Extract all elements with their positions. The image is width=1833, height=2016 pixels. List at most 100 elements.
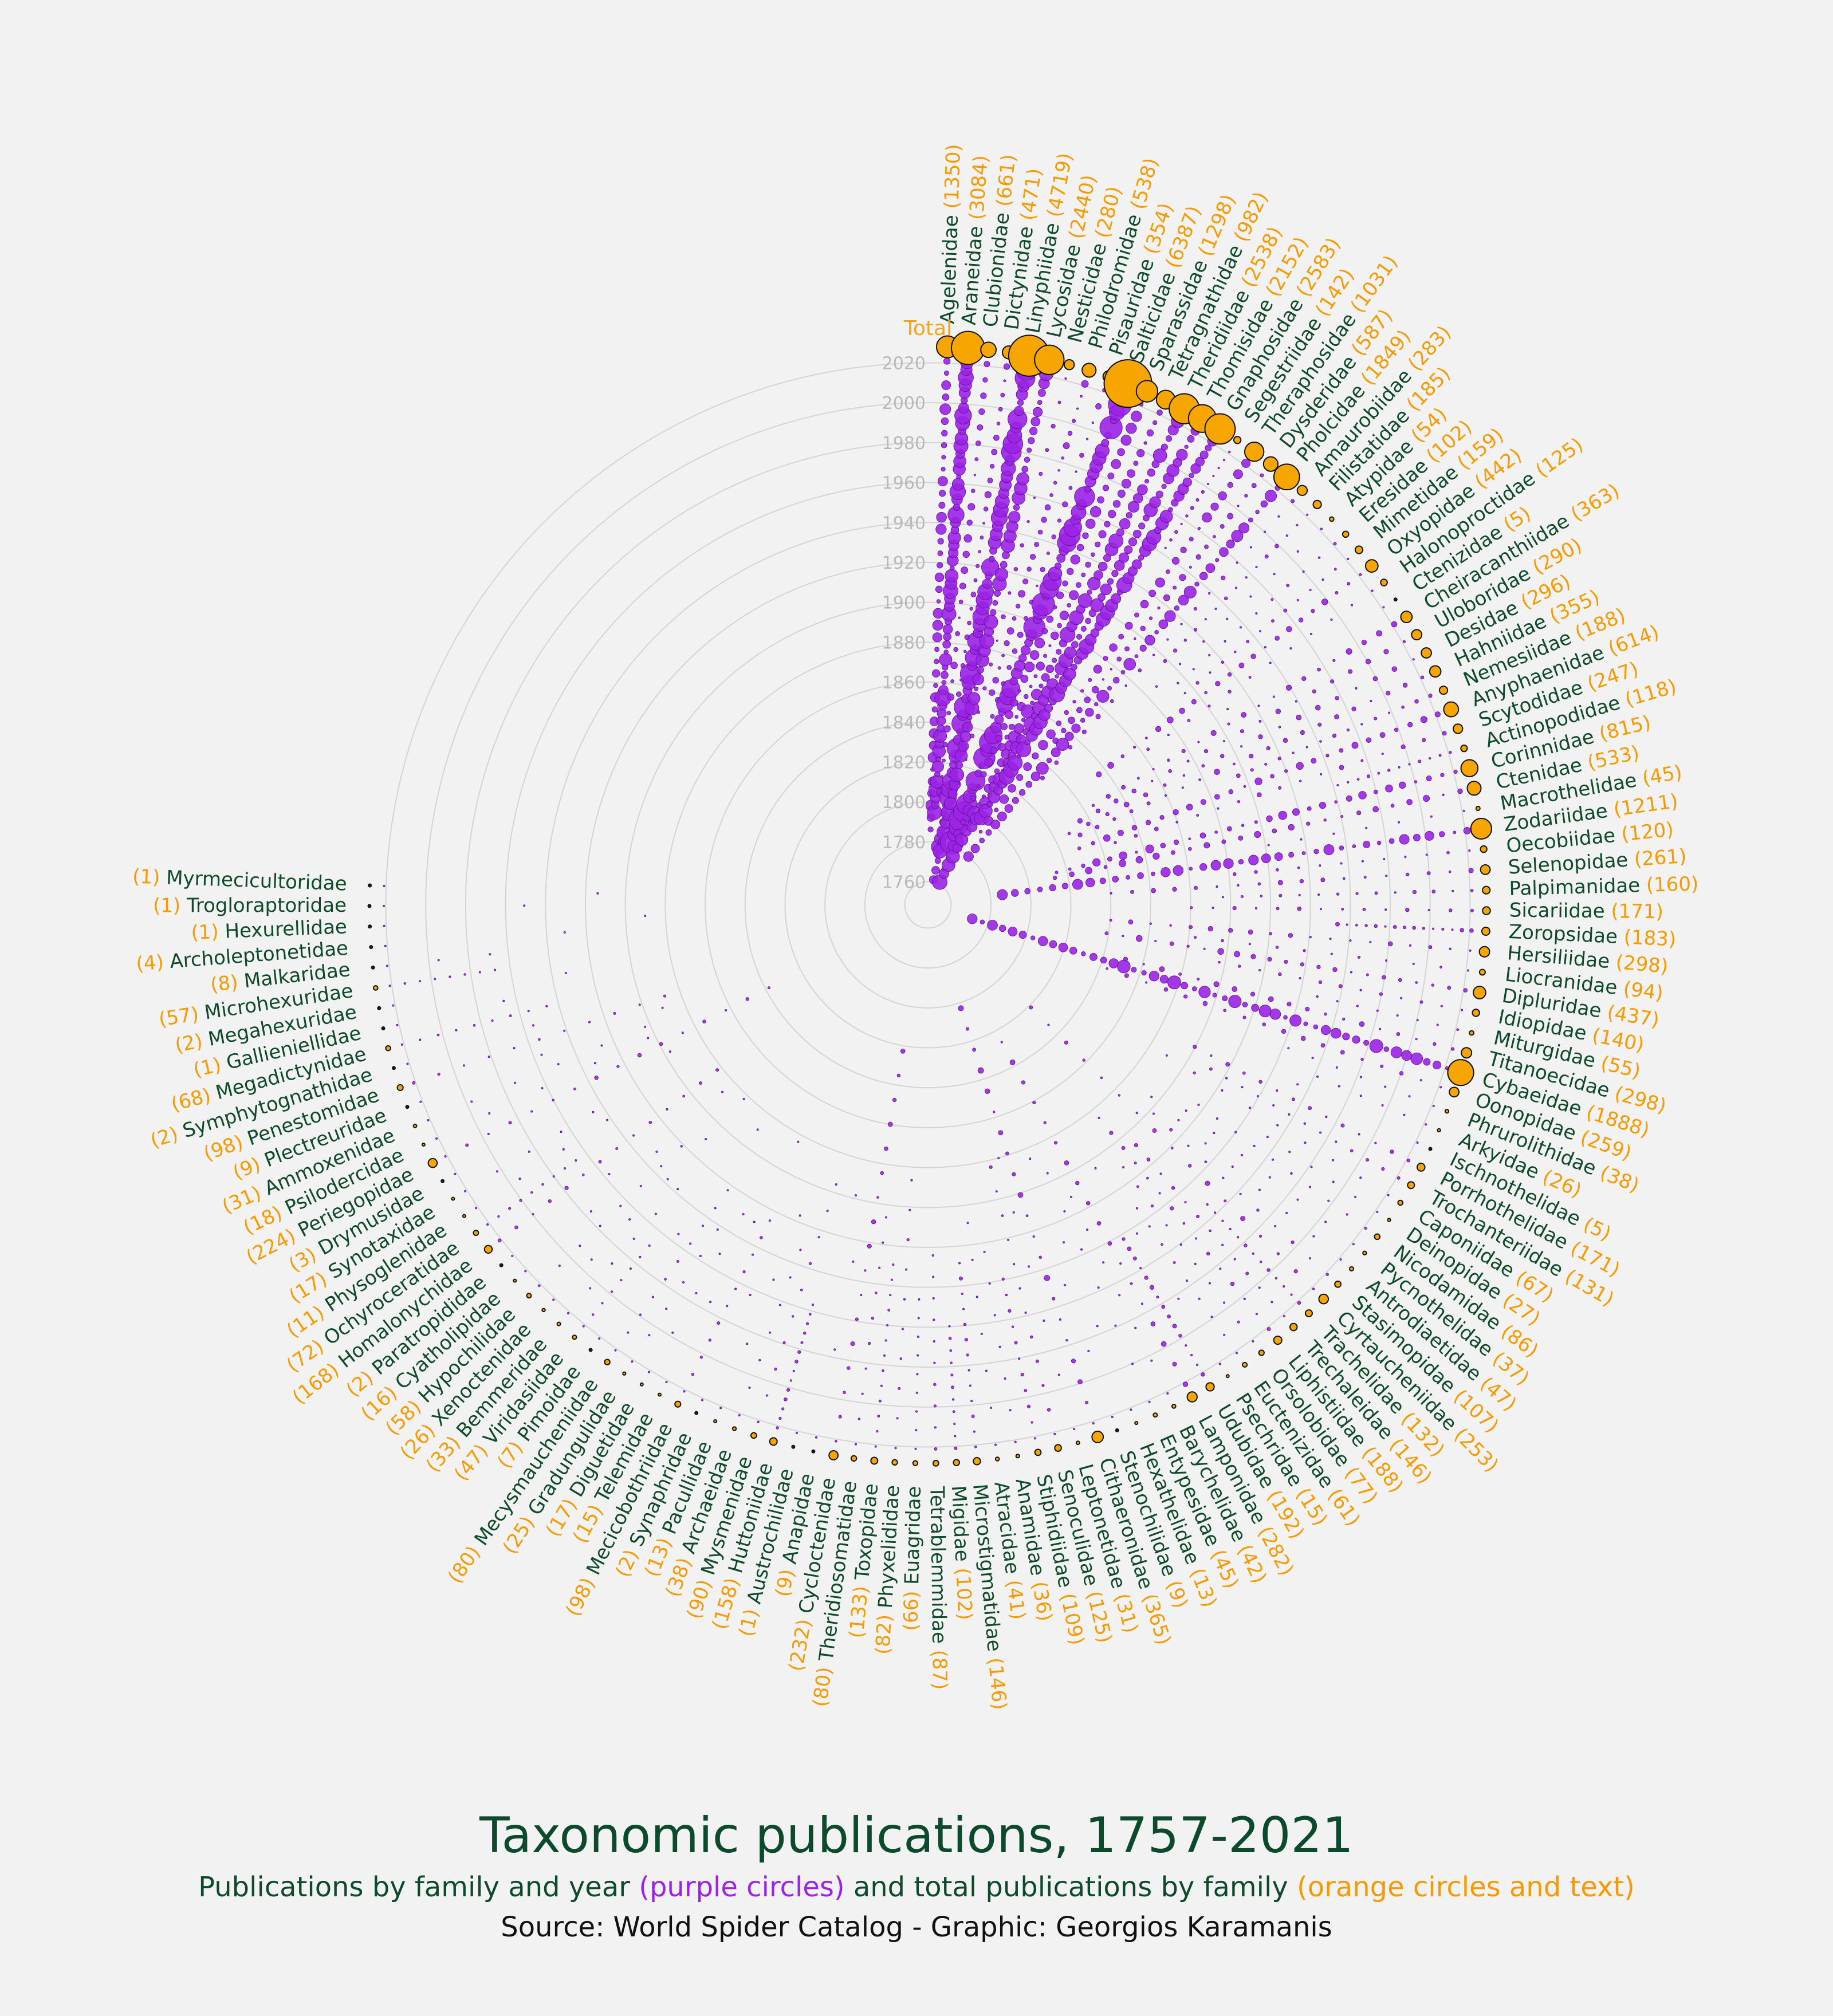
year-circle: [1135, 856, 1143, 864]
total-circle: [1480, 845, 1488, 853]
year-circle: [598, 1337, 601, 1340]
year-circle: [927, 826, 934, 833]
year-circle: [811, 1304, 814, 1306]
year-circle: [934, 1447, 938, 1451]
gridline-1920: [584, 561, 1272, 1249]
year-circle: [1107, 472, 1115, 480]
year-circle: [1405, 907, 1410, 912]
year-circle: [1306, 513, 1309, 516]
year-circle: [994, 568, 1009, 581]
year-circle: [1347, 582, 1351, 586]
year-circle: [1356, 810, 1362, 816]
year-circle: [858, 1418, 861, 1420]
year-circle: [1020, 675, 1029, 683]
year-circle: [1098, 561, 1108, 572]
year-circle: [1167, 716, 1174, 723]
year-circle: [1415, 1038, 1418, 1041]
year-circle: [1103, 834, 1111, 842]
year-circle: [1024, 1389, 1028, 1392]
year-circle: [1032, 1100, 1036, 1105]
year-circle: [1091, 686, 1099, 694]
year-circle: [717, 1321, 721, 1325]
year-circle: [1467, 969, 1470, 972]
family-label: Tetrablemmidae (87): [926, 1486, 951, 1690]
year-circle: [1004, 640, 1010, 647]
year-circle: [1228, 928, 1233, 933]
year-circle: [867, 1341, 871, 1345]
year-circle: [1366, 774, 1371, 778]
year-circle: [1272, 1104, 1275, 1107]
total-circle: [588, 1348, 593, 1352]
year-circle: [1135, 1207, 1138, 1210]
year-circle: [958, 782, 961, 785]
year-circle: [541, 1183, 544, 1186]
year-circle: [676, 1259, 679, 1263]
year-circle: [1086, 821, 1091, 826]
year-circle: [1098, 1116, 1100, 1119]
family-name: Myrmecicultoridae: [166, 866, 348, 895]
year-circle: [1111, 459, 1121, 469]
year-circle: [1133, 460, 1139, 466]
year-circle: [1000, 392, 1005, 397]
year-circle: [1067, 832, 1071, 836]
year-circle: [1110, 699, 1114, 703]
year-circle: [950, 1361, 953, 1364]
year-circle: [933, 683, 938, 688]
year-circle: [882, 1369, 884, 1372]
year-circle: [1034, 637, 1045, 648]
family-label: Zoropsidae (183): [1508, 920, 1677, 951]
year-circle: [1351, 604, 1354, 607]
year-circle: [1258, 734, 1263, 739]
family-total: (1211): [1612, 789, 1679, 821]
year-circle: [1460, 928, 1464, 932]
year-circle: [488, 1112, 491, 1115]
total-circle: [1466, 781, 1482, 796]
year-circle: [970, 733, 975, 739]
year-circle: [1100, 1076, 1103, 1080]
year-circle: [1039, 683, 1044, 688]
year-circle: [1382, 975, 1386, 980]
year-circle: [1248, 930, 1253, 935]
year-circle: [1129, 809, 1134, 813]
year-circle: [1182, 1381, 1189, 1387]
year-circle: [1335, 1066, 1338, 1069]
year-circle: [1030, 1421, 1033, 1424]
year-circle: [1308, 1186, 1312, 1188]
year-circle: [1102, 678, 1105, 681]
year-circle: [1463, 988, 1468, 993]
year-circle: [1405, 872, 1410, 877]
year-circle: [1208, 654, 1211, 657]
year-circle: [1430, 815, 1433, 818]
year-circle: [973, 578, 978, 582]
total-circle: [427, 1157, 438, 1168]
year-circle: [1261, 853, 1271, 864]
year-circle: [1385, 784, 1393, 793]
year-circle: [1148, 971, 1159, 982]
year-circle: [1268, 996, 1274, 1002]
year-circle: [1237, 884, 1240, 887]
year-circle: [631, 1360, 634, 1363]
year-circle: [1180, 546, 1187, 553]
year-circle: [1173, 1261, 1176, 1264]
year-circle: [884, 1216, 887, 1219]
family-name: Palpimanidae: [1509, 873, 1646, 900]
year-circle: [908, 1208, 911, 1211]
year-circle: [1338, 984, 1343, 989]
year-circle: [916, 1354, 919, 1357]
year-circle: [1075, 470, 1077, 473]
year-circle: [1239, 1192, 1242, 1195]
year-circle: [1221, 896, 1224, 899]
year-circle: [487, 1132, 490, 1135]
year-circle: [1152, 653, 1155, 656]
year-circle: [1452, 889, 1454, 892]
year-circle: [1143, 441, 1147, 445]
year-circle: [1176, 448, 1188, 461]
year-circle: [1296, 524, 1299, 527]
year-circle: [1012, 1172, 1016, 1176]
year-circle: [1243, 1297, 1246, 1301]
year-circle: [1355, 687, 1358, 690]
year-circle: [1122, 1166, 1125, 1169]
year-circle: [1240, 729, 1244, 734]
year-circle: [1222, 995, 1228, 1002]
total-circle: [572, 1334, 577, 1340]
